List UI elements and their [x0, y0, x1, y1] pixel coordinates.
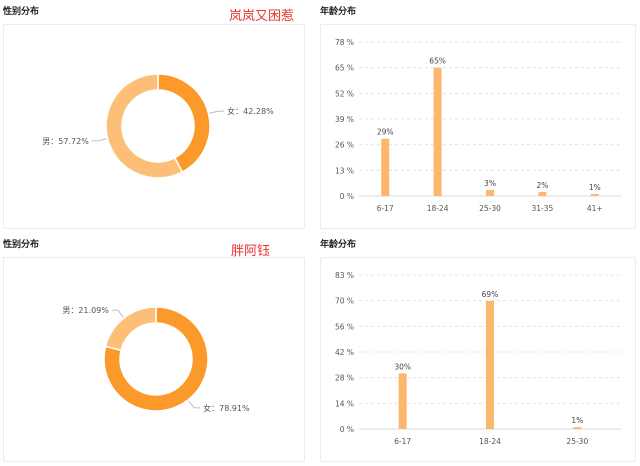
bar-2-2: [573, 427, 582, 429]
donut-leader-2-1: [111, 309, 124, 318]
y-tick-label-1-2: 26 %: [335, 141, 354, 150]
y-tick-label-2-3: 42 %: [335, 348, 354, 357]
bar-1-4: [590, 194, 599, 196]
x-tick-label-1-3: 31-35: [532, 204, 554, 213]
bar-value-label-2-2: 1%: [571, 416, 583, 425]
gender-panel-2: 女：78.91% 男：21.09%: [3, 257, 305, 462]
bar-value-label-1-1: 65%: [429, 57, 446, 66]
donut-leader-1-1: [91, 138, 107, 142]
bar-2-1: [486, 300, 494, 429]
y-tick-label-1-5: 65 %: [335, 64, 354, 73]
y-tick-label-1-6: 78 %: [335, 38, 354, 47]
gender-donut-chart-1: 女：42.28% 男：57.72%: [42, 73, 274, 179]
bar-1-2: [486, 190, 494, 196]
y-tick-label-2-5: 70 %: [335, 297, 354, 306]
donut-label-2-1: 男：21.09%: [62, 306, 109, 315]
bar-value-label-1-2: 3%: [484, 179, 496, 188]
y-tick-label-2-6: 83 %: [335, 271, 354, 280]
donut-leader-2-0: [188, 400, 201, 409]
annotation-1: 岚岚又困惹: [229, 9, 295, 24]
y-tick-label-2-4: 56 %: [335, 322, 354, 331]
y-tick-label-2-1: 14 %: [335, 399, 354, 408]
bar-1-0: [381, 138, 390, 196]
age-panel-2: 0 % 14 % 28 % 42 % 56 % 70 % 83 % 30% 6-17 69% 18-…: [320, 257, 636, 462]
donut-leader-1-0: [209, 110, 225, 114]
bar-1-3: [538, 192, 547, 196]
donut-label-1-1: 男：57.72%: [42, 137, 89, 146]
donut-slice-1-0: [157, 73, 211, 174]
y-tick-label-1-0: 0 %: [340, 192, 354, 201]
y-tick-label-2-2: 28 %: [335, 374, 354, 383]
y-tick-label-1-1: 13 %: [335, 166, 354, 175]
x-tick-label-1-2: 25-30: [479, 204, 501, 213]
y-tick-label-1-4: 52 %: [335, 89, 354, 98]
x-tick-label-1-0: 6-17: [377, 204, 394, 213]
bar-value-label-1-4: 1%: [589, 183, 601, 192]
donut-slice-2-1: [104, 306, 157, 352]
bar-value-label-1-3: 2%: [536, 181, 548, 190]
bar-2-0: [398, 373, 407, 429]
x-tick-label-2-1: 18-24: [479, 437, 501, 446]
x-tick-label-1-1: 18-24: [427, 204, 449, 213]
age-panel-1: 0 % 13 % 26 % 39 % 52 % 65 % 78 % 29% 6-17 65% 18-…: [320, 24, 636, 229]
gender-panel-1: 女：42.28% 男：57.72%: [3, 24, 305, 229]
gender-title-1: 性别分布: [3, 7, 40, 17]
x-tick-label-1-4: 41+: [587, 204, 603, 213]
x-tick-label-2-2: 25-30: [566, 437, 588, 446]
age-title-1: 年龄分布: [320, 7, 357, 17]
donut-label-1-0: 女：42.28%: [227, 106, 274, 116]
age-bar-chart-1: 0 % 13 % 26 % 39 % 52 % 65 % 78 % 29% 6-17 65% 18-…: [335, 38, 621, 213]
bar-value-label-2-1: 69%: [482, 290, 499, 299]
bar-value-label-2-0: 30%: [394, 362, 411, 371]
gender-title-2: 性别分布: [3, 240, 40, 250]
bar-value-label-1-0: 29%: [377, 128, 394, 137]
gender-donut-chart-2: 女：78.91% 男：21.09%: [62, 306, 250, 413]
age-title-2: 年龄分布: [320, 240, 357, 250]
y-tick-label-1-3: 39 %: [335, 115, 354, 124]
bar-1-1: [433, 67, 442, 196]
donut-label-2-0: 女：78.91%: [203, 403, 250, 413]
donut-slice-1-1: [105, 73, 184, 179]
x-tick-label-2-0: 6-17: [394, 437, 411, 446]
annotation-2: 胖阿钰: [231, 244, 271, 259]
donut-slice-2-0: [103, 306, 209, 412]
age-bar-chart-2: 0 % 14 % 28 % 42 % 56 % 70 % 83 % 30% 6-17 69% 18-…: [335, 271, 621, 446]
y-tick-label-2-0: 0 %: [340, 425, 354, 434]
